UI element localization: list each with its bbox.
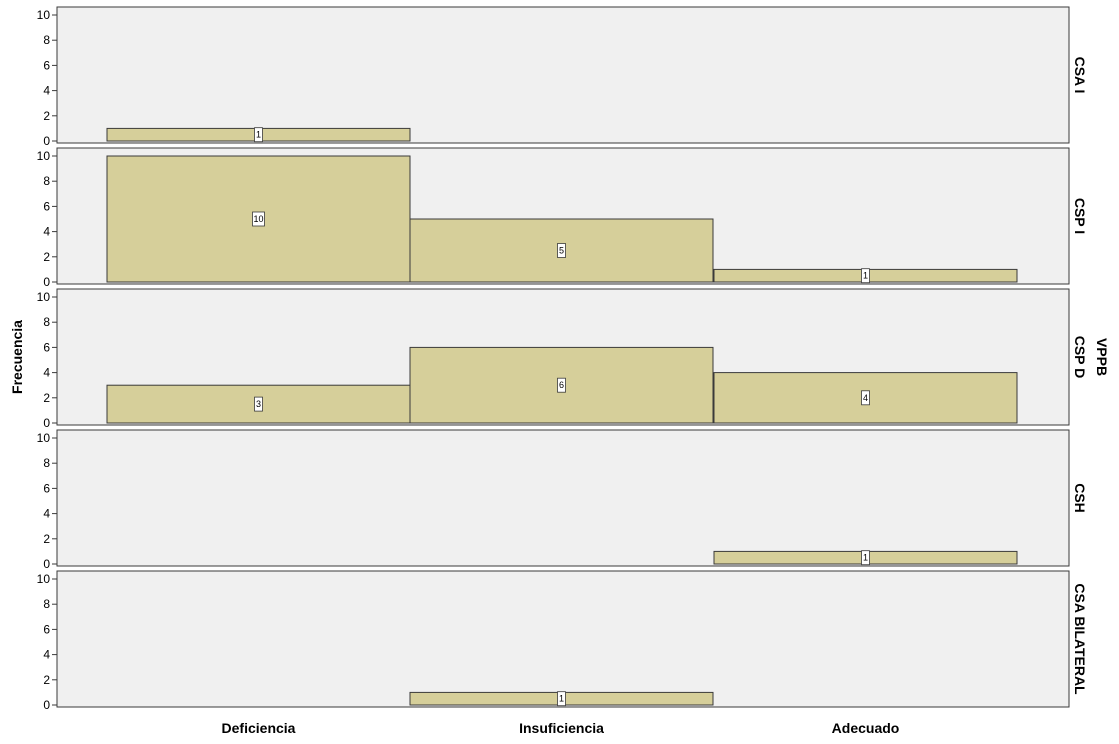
data-label-box (557, 691, 566, 707)
y-tick-label: 6 (43, 199, 50, 213)
data-label: 1 (559, 694, 564, 704)
y-tick-label: 8 (43, 456, 50, 470)
data-label-box (861, 268, 870, 284)
y-axis-title: Frecuencia (9, 320, 25, 394)
y-tick-label: 6 (43, 340, 50, 354)
panel-background (56, 429, 1070, 567)
data-label: 1 (863, 553, 868, 563)
y-tick-label: 4 (43, 648, 50, 662)
x-category-label: Adecuado (832, 720, 900, 736)
data-label: 5 (559, 246, 564, 256)
y-tick-label: 4 (43, 84, 50, 98)
facet-strip-label: CSA I (1072, 57, 1088, 94)
facet-variable-label: VPPB (1094, 338, 1110, 376)
y-tick-label: 10 (37, 290, 51, 304)
data-label: 10 (253, 214, 263, 224)
y-tick-label: 0 (43, 698, 50, 712)
data-label: 6 (559, 380, 564, 390)
panel-2: 0 2 4 6 8 10 3 6 4 CSP D (37, 288, 1088, 430)
facet-strip-label: CSP D (1072, 336, 1088, 379)
y-tick-label: 6 (43, 481, 50, 495)
panel-background (56, 6, 1070, 144)
y-tick-label: 8 (43, 174, 50, 188)
panel-3: 0 2 4 6 8 10 1 CSH (37, 429, 1088, 571)
data-label: 1 (256, 130, 261, 140)
panel-0: 0 2 4 6 8 10 1 CSA I (37, 6, 1088, 148)
data-label-box (254, 127, 263, 143)
y-tick-label: 0 (43, 557, 50, 571)
data-label: 1 (863, 271, 868, 281)
y-tick-label: 4 (43, 507, 50, 521)
y-tick-label: 2 (43, 109, 50, 123)
panel-4: 0 2 4 6 8 10 1 CSA BILATERAL (37, 570, 1088, 712)
y-tick-label: 2 (43, 250, 50, 264)
y-tick-label: 0 (43, 416, 50, 430)
x-category-label: Deficiencia (222, 720, 296, 736)
y-tick-label: 8 (43, 597, 50, 611)
data-label-box (861, 550, 870, 566)
y-tick-label: 4 (43, 366, 50, 380)
data-label-box (557, 243, 566, 258)
x-axis-categories: Deficiencia Insuficiencia Adecuado (222, 720, 900, 736)
data-label: 4 (863, 393, 868, 403)
x-category-label: Insuficiencia (519, 720, 604, 736)
panel-background (56, 570, 1070, 708)
y-tick-label: 6 (43, 58, 50, 72)
y-tick-label: 4 (43, 225, 50, 239)
data-label: 3 (256, 399, 261, 409)
y-tick-label: 10 (37, 572, 51, 586)
y-tick-label: 0 (43, 275, 50, 289)
y-tick-label: 2 (43, 532, 50, 546)
y-tick-label: 0 (43, 134, 50, 148)
y-tick-label: 2 (43, 391, 50, 405)
data-label-box (254, 396, 263, 412)
facet-strip-label: CSA BILATERAL (1072, 583, 1088, 695)
y-tick-label: 8 (43, 33, 50, 47)
y-tick-label: 10 (37, 431, 51, 445)
data-label-box (557, 377, 566, 393)
panel-1: 0 2 4 6 8 10 10 5 1 CSP I (37, 147, 1088, 289)
facet-strip-label: CSH (1072, 483, 1088, 513)
y-tick-label: 2 (43, 673, 50, 687)
y-tick-label: 10 (37, 8, 51, 22)
facet-strip-label: CSP I (1072, 198, 1088, 234)
y-tick-label: 6 (43, 622, 50, 636)
y-tick-label: 8 (43, 315, 50, 329)
y-tick-label: 10 (37, 149, 51, 163)
data-label-box (252, 211, 265, 227)
data-label-box (861, 390, 870, 406)
